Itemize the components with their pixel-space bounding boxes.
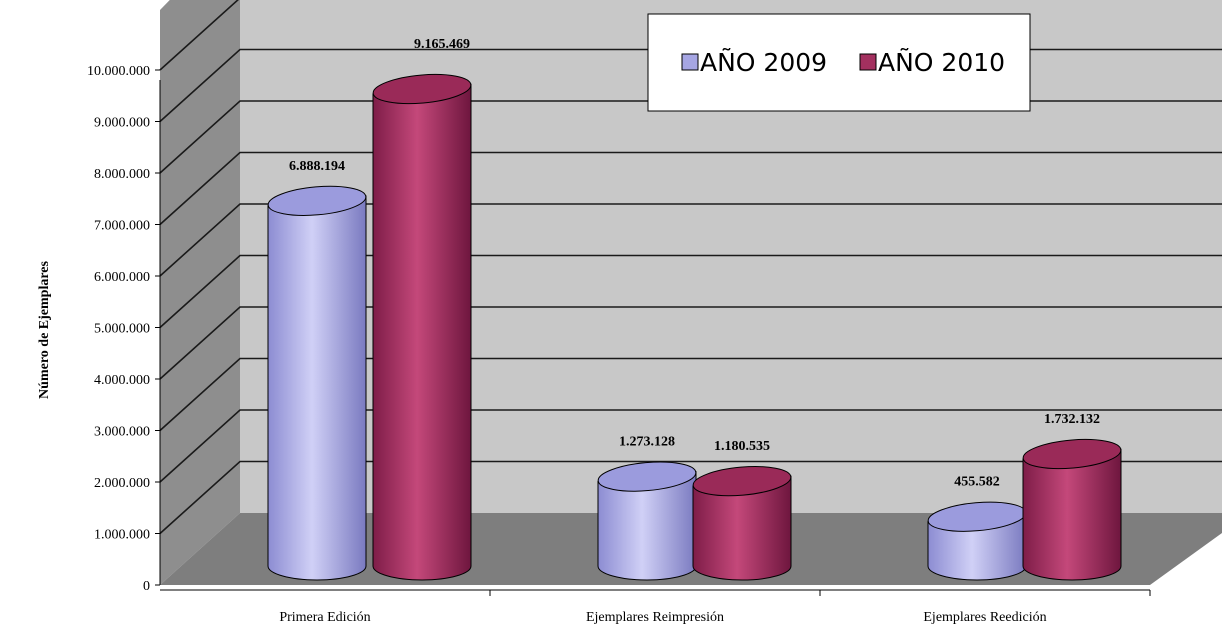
y-tick-label: 8.000.000 xyxy=(94,167,150,182)
gridline xyxy=(159,306,1222,380)
y-tick-label: 10.000.000 xyxy=(87,64,150,79)
x-category-label: Ejemplares Reedición xyxy=(923,610,1046,624)
cylinder-top xyxy=(692,466,792,497)
gridline xyxy=(159,254,1222,329)
gridline xyxy=(159,203,1222,277)
bar-0-1: 1.273.128 xyxy=(597,434,697,581)
cylinder-body xyxy=(692,475,792,581)
data-label: 455.582 xyxy=(954,475,1000,490)
gridline xyxy=(159,0,239,71)
legend-swatch-2010 xyxy=(859,53,877,71)
axes: 0 1.000.000 2.000.000 3.000.000 4.000.000 5.0… xyxy=(87,64,1151,624)
cylinder-body xyxy=(1022,448,1122,581)
data-label: 1.273.128 xyxy=(619,434,675,449)
bar-1-0: 9.165.469 xyxy=(372,37,472,581)
cylinder-body xyxy=(267,195,367,581)
cylinder-top xyxy=(267,185,367,216)
y-tick-label: 5.000.000 xyxy=(94,322,150,337)
x-category-label: Primera Edición xyxy=(279,610,370,624)
data-label: 6.888.194 xyxy=(289,159,345,174)
legend: AÑO 2009 AÑO 2010 xyxy=(647,13,1031,112)
legend-box xyxy=(647,13,1031,112)
data-label: 1.732.132 xyxy=(1044,412,1100,427)
y-axis-label: Número de Ejemplares xyxy=(37,261,52,399)
cylinder-top xyxy=(372,73,472,105)
bar-1-1: 1.180.535 xyxy=(692,439,792,581)
y-tick-label: 6.000.000 xyxy=(94,270,150,285)
gridline xyxy=(159,460,1222,535)
y-tick-label: 7.000.000 xyxy=(94,219,150,234)
cylinder-top xyxy=(1022,438,1122,470)
data-label: 1.180.535 xyxy=(714,439,770,454)
legend-swatch-2009 xyxy=(681,53,699,71)
y-tick-label: 9.000.000 xyxy=(94,116,150,131)
bar-1-2: 1.732.132 xyxy=(1022,412,1122,581)
cylinder-body xyxy=(372,83,472,581)
y-tick-label: 4.000.000 xyxy=(94,373,150,388)
gridline xyxy=(159,409,1222,483)
bars: 6.888.194 9.165.469 1.273.128 1.180.535 455.… xyxy=(267,37,1122,581)
y-tick-label: 2.000.000 xyxy=(94,476,150,491)
legend-label-2009: AÑO 2009 xyxy=(700,47,827,77)
gridline xyxy=(159,357,1222,432)
back-wall xyxy=(240,0,1222,513)
y-tick-label: 3.000.000 xyxy=(94,425,150,440)
cylinder-top xyxy=(597,461,697,492)
gridline xyxy=(159,151,1222,226)
x-category-label: Ejemplares Reimpresión xyxy=(586,610,724,624)
data-label: 9.165.469 xyxy=(414,37,470,52)
legend-label-2010: AÑO 2010 xyxy=(878,47,1005,77)
y-tick-label: 1.000.000 xyxy=(94,528,150,543)
bar-0-0: 6.888.194 xyxy=(267,159,367,581)
bar-0-2: 455.582 xyxy=(927,475,1027,581)
y-tick-label: 0 xyxy=(143,579,150,594)
